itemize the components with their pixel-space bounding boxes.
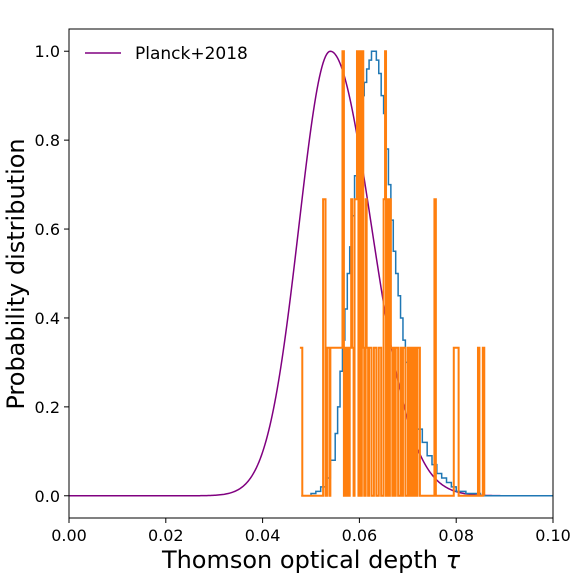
x-tick-label: 0.02: [148, 526, 184, 545]
x-axis: 0.00 0.02 0.04 0.06 0.08 0.10: [51, 518, 571, 545]
series-step-orange: [299, 50, 486, 497]
legend: Planck+2018: [85, 44, 248, 64]
y-tick-label: 0.2: [35, 398, 60, 417]
y-tick-label: 0.0: [35, 487, 60, 506]
y-tick-label: 1.0: [35, 42, 60, 61]
x-tick-label: 0.00: [51, 526, 87, 545]
legend-label-planck: Planck+2018: [135, 44, 248, 64]
y-tick-label: 0.4: [35, 309, 60, 328]
plot-area: [69, 50, 553, 497]
y-tick-label: 0.6: [35, 220, 60, 239]
x-tick-label: 0.10: [535, 526, 571, 545]
y-axis-label: Probability distribution: [2, 138, 30, 409]
x-tick-label: 0.08: [438, 526, 474, 545]
y-axis: 0.0 0.2 0.4 0.6 0.8 1.0: [35, 42, 69, 506]
x-tick-label: 0.04: [245, 526, 281, 545]
series-line-planck: [69, 50, 553, 497]
x-axis-label: Thomson optical depth τ: [161, 546, 461, 574]
series-layer: [69, 50, 553, 497]
series-step-blue: [301, 50, 553, 497]
x-tick-label: 0.06: [342, 526, 378, 545]
y-tick-label: 0.8: [35, 131, 60, 150]
plot-frame: [68, 28, 554, 519]
